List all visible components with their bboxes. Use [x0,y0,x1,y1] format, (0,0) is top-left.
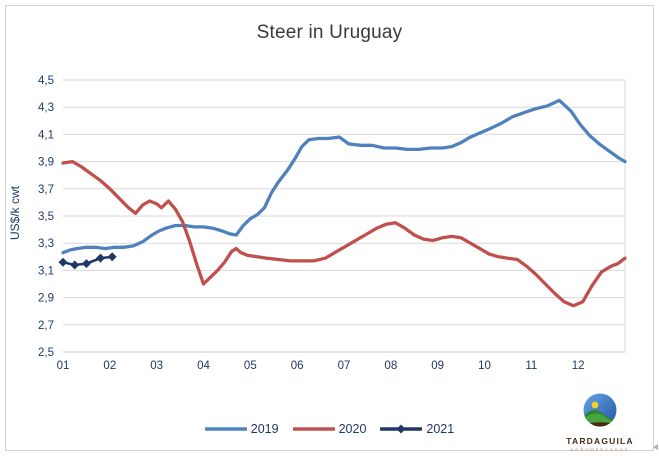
tardaguila-logo-icon [583,393,617,427]
legend: 2019 2020 2021 [0,420,659,438]
legend-label-2021: 2021 [426,422,455,436]
x-tick-label: 01 [57,360,70,372]
legend-item-2020: 2020 [292,422,367,436]
legend-item-2019: 2019 [204,422,279,436]
document-anchor-artifact [653,444,658,450]
x-tick-label: 06 [291,360,304,372]
series-marker-diamond [70,260,80,270]
logo-brand-text: TARDAGUILA [566,436,634,446]
y-tick-label: 3,7 [38,184,54,196]
x-tick-label: 05 [244,360,257,372]
logo-sub-text: AGROMERCADOS [570,447,630,452]
legend-label-2020: 2020 [338,422,367,436]
x-tick-label: 02 [103,360,116,372]
y-tick-label: 4,1 [38,129,54,141]
x-tick-label: 03 [150,360,163,372]
legend-swatch-2019 [204,427,247,431]
x-tick-label: 10 [478,360,491,372]
legend-label-2019: 2019 [250,422,279,436]
legend-swatch-2020 [292,427,335,431]
series-marker-diamond [81,259,91,269]
y-tick-label: 4,5 [38,75,54,87]
y-tick-label: 3,1 [38,265,54,277]
legend-item-2021: 2021 [380,422,454,436]
x-tick-label: 09 [431,360,444,372]
series-line-2020 [61,159,627,308]
y-tick-label: 3,9 [38,157,54,169]
chart-title: Steer in Uruguay [256,22,403,43]
chart-frame [5,5,654,451]
series-line-2019 [61,98,627,255]
x-tick-label: 12 [572,360,585,372]
legend-diamond [396,424,406,434]
logo-base [583,422,617,427]
series-marker-diamond [58,257,68,267]
x-tick-label: 08 [384,360,397,372]
y-tick-label: 2,9 [38,293,54,305]
series-marker-diamond [107,252,117,262]
x-tick-label: 07 [338,360,351,372]
y-tick-label: 2,7 [38,320,54,332]
legend-swatch-2021 [380,424,423,434]
series-marker-diamond [95,253,105,263]
y-tick-label: 4,3 [38,102,54,114]
x-tick-label: 11 [525,360,537,372]
logo-sun-icon [591,401,599,409]
y-tick-label: 3,3 [38,238,54,250]
y-tick-label: 2,5 [38,347,54,359]
x-tick-label: 04 [197,360,210,372]
y-tick-label: 3,5 [38,211,54,223]
tardaguila-logo: TARDAGUILA AGROMERCADOS [560,392,640,452]
